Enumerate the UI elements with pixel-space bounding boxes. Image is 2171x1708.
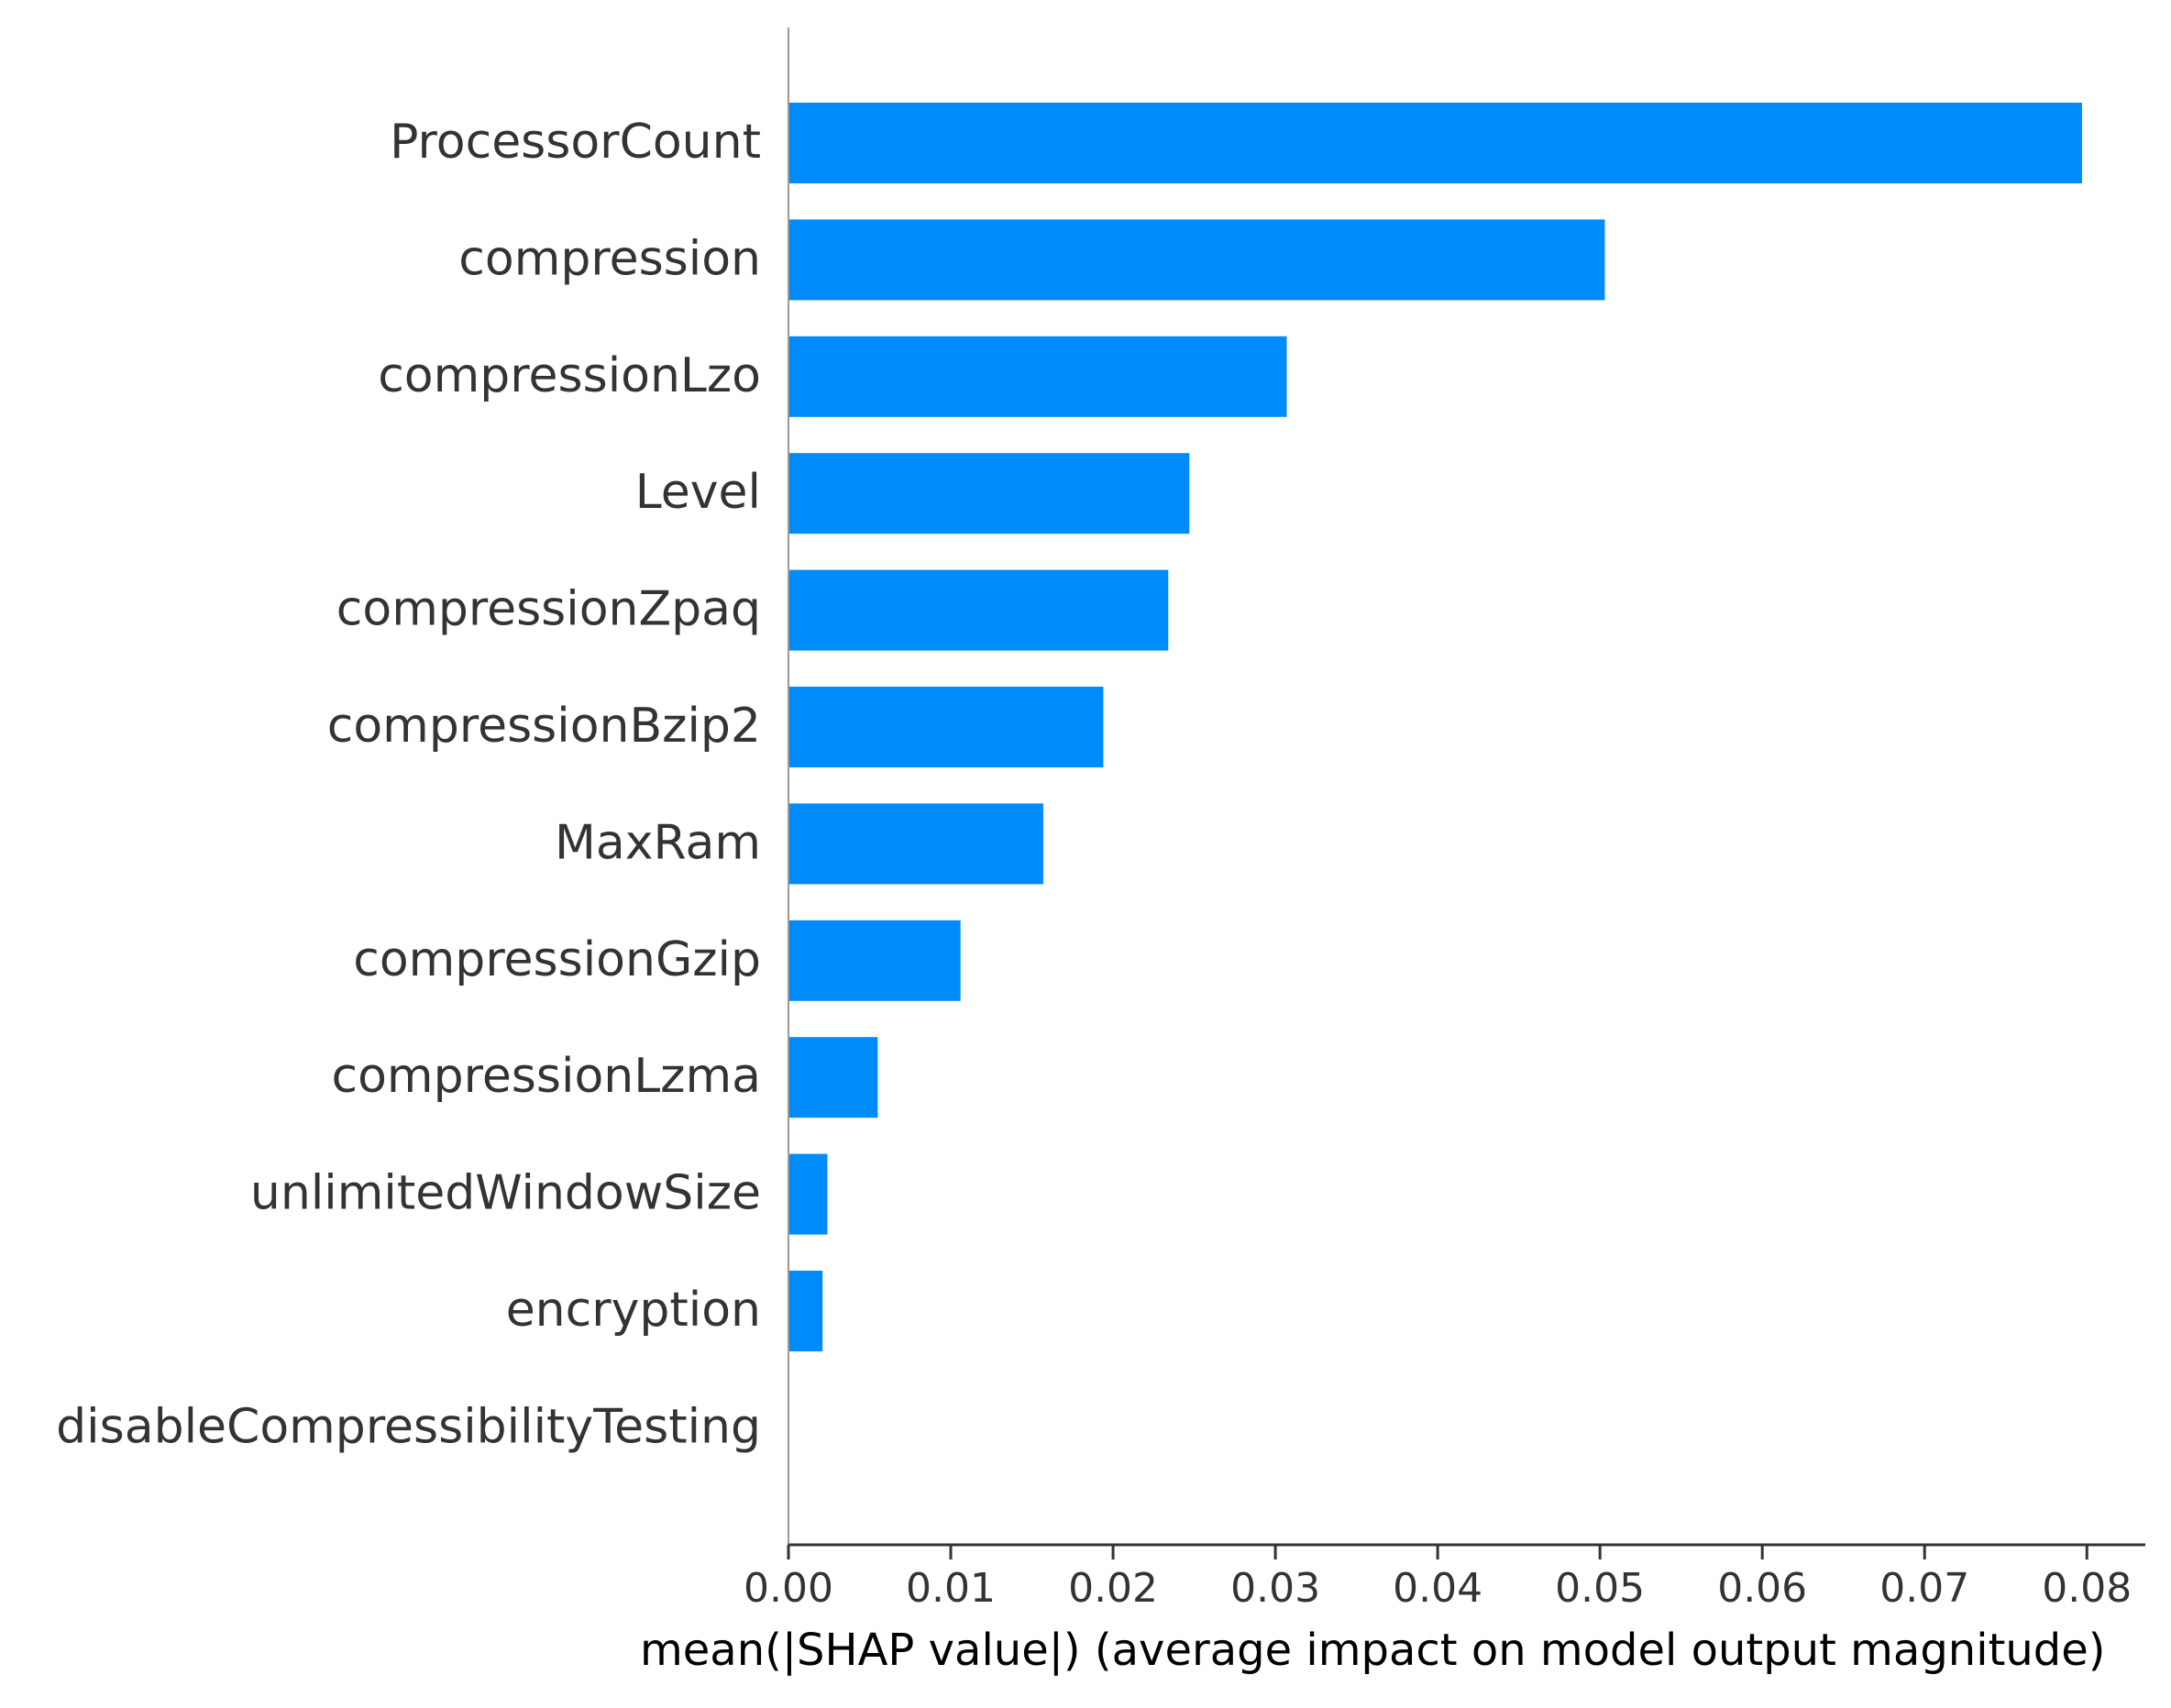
category-labels-layer: ProcessorCount compression compressionLzo L… (56, 115, 761, 1454)
x-tick-label: 0.00 (744, 1565, 833, 1612)
x-tick-label: 0.08 (2042, 1565, 2132, 1612)
bar-processor-count (788, 103, 2082, 183)
category-label-compression-lzma: compressionLzma (332, 1049, 761, 1104)
category-label-unlimited-window-size: unlimitedWindowSize (250, 1166, 761, 1221)
x-tick-label: 0.05 (1555, 1565, 1645, 1612)
x-tick-label: 0.07 (1879, 1565, 1969, 1612)
category-label-processor-count: ProcessorCount (390, 115, 761, 170)
bar-compression-bzip2 (788, 687, 1104, 767)
x-tick-label: 0.06 (1717, 1565, 1807, 1612)
bar-compression-gzip (788, 920, 961, 1001)
category-label-compression-gzip: compressionGzip (353, 932, 761, 987)
category-label-encryption: encryption (506, 1283, 761, 1338)
category-label-compression-bzip2: compressionBzip2 (327, 699, 761, 754)
bar-encryption (788, 1271, 823, 1351)
category-label-max-ram: MaxRam (555, 815, 761, 870)
category-label-compression: compression (458, 231, 761, 286)
bar-compression-lzma (788, 1037, 878, 1118)
bar-compression-lzo (788, 336, 1287, 417)
x-tick-label: 0.03 (1230, 1565, 1320, 1612)
bar-level (788, 453, 1190, 534)
x-tick-label: 0.02 (1068, 1565, 1158, 1612)
category-label-compression-zpaq: compressionZpaq (336, 582, 761, 637)
category-label-disable-compressibility-testing: disableCompressibilityTesting (56, 1399, 761, 1454)
x-axis-label: mean(|SHAP value|) (average impact on mo… (640, 1625, 2106, 1676)
x-tick-label: 0.04 (1393, 1565, 1482, 1612)
x-tick-label: 0.01 (906, 1565, 996, 1612)
axes-layer: 0.00 0.01 0.02 0.03 0.04 0.05 0.06 0.07 0.08 (744, 28, 2145, 1612)
bar-unlimited-window-size (788, 1153, 828, 1235)
category-label-level: Level (635, 465, 761, 520)
bar-compression (788, 219, 1605, 301)
bars-layer (788, 103, 2082, 1351)
category-label-compression-lzo: compressionLzo (378, 348, 761, 403)
bar-compression-zpaq (788, 569, 1169, 651)
bar-max-ram (788, 803, 1043, 885)
